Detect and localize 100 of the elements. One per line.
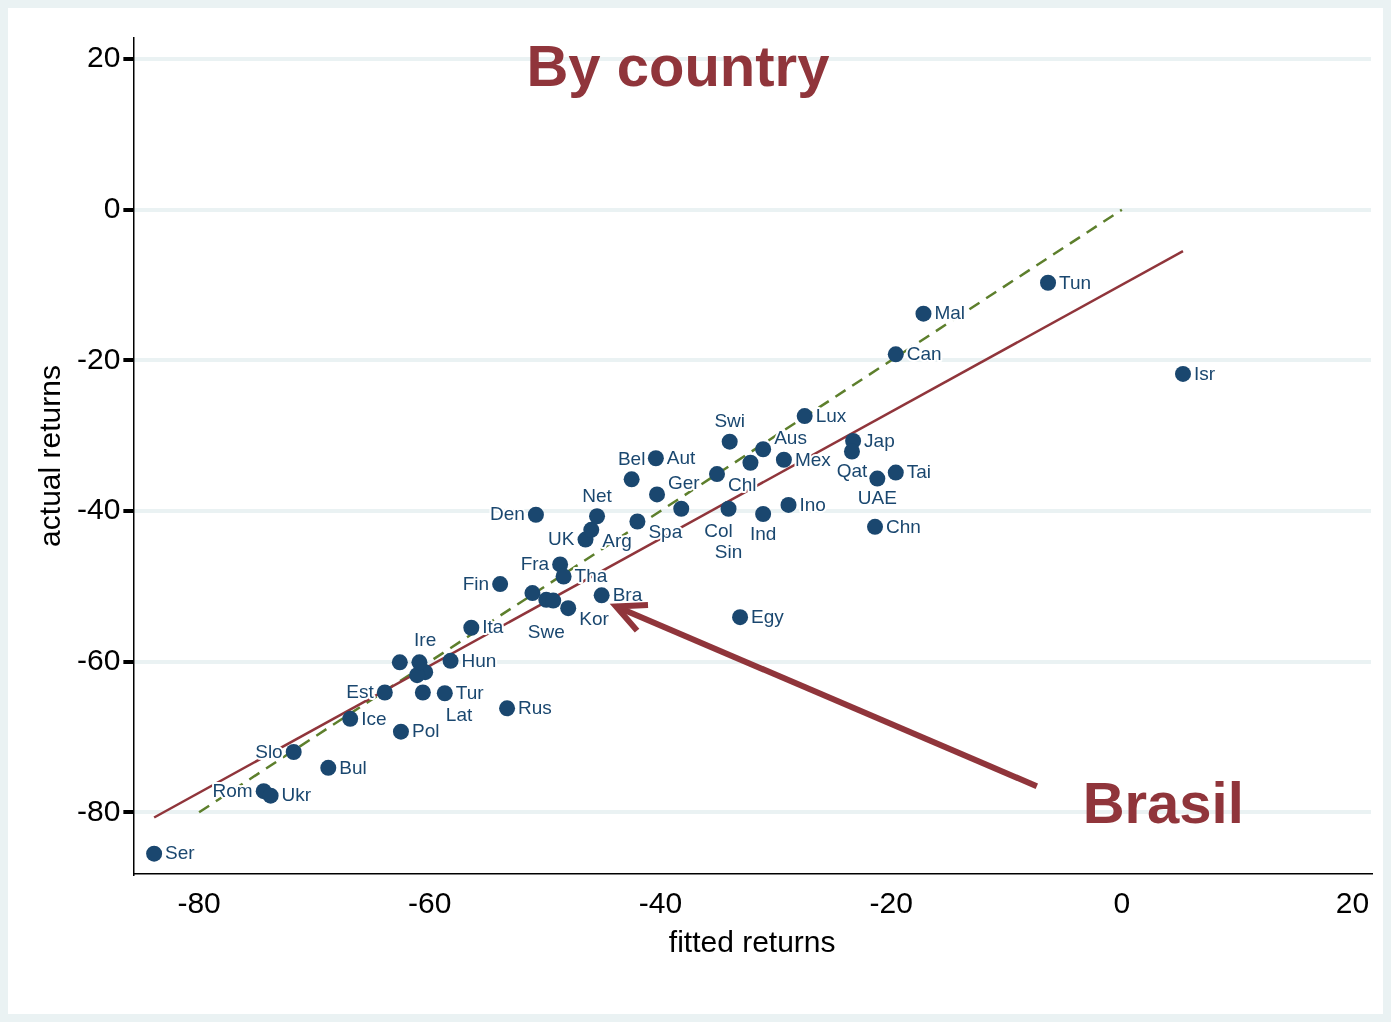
point — [867, 518, 884, 535]
point — [780, 496, 797, 513]
x-tick-label: -40 — [638, 886, 683, 920]
y-tick-label: -40 — [77, 492, 121, 526]
point — [320, 759, 337, 776]
point — [796, 408, 813, 425]
annotation: Bel — [617, 448, 646, 470]
annotation: Pol — [411, 720, 440, 742]
annotation: UAE — [857, 487, 897, 509]
y-axis-title: actual returns — [33, 365, 67, 547]
point — [709, 466, 725, 483]
annotation: Tun — [1059, 271, 1092, 293]
point — [560, 600, 577, 617]
annotation: Sin — [714, 541, 743, 563]
annotation: Bra — [612, 584, 643, 606]
point — [721, 433, 738, 450]
point — [262, 787, 279, 804]
annotation: Mal — [934, 302, 966, 324]
point — [555, 568, 572, 585]
annotation: Egy — [751, 605, 785, 627]
x-tick-label: -60 — [408, 886, 452, 920]
point — [775, 451, 792, 468]
point — [409, 667, 426, 684]
y-tick-label: -20 — [77, 341, 121, 375]
point — [499, 700, 516, 717]
point — [887, 346, 904, 363]
point — [285, 743, 302, 760]
point — [414, 684, 431, 701]
annotation: Bul — [339, 756, 367, 778]
y-tick-label: -80 — [77, 793, 121, 827]
point — [843, 443, 860, 460]
x-axis-title: fitted returns — [668, 925, 836, 959]
point — [629, 513, 646, 530]
annotation: Ice — [361, 707, 387, 729]
point — [436, 685, 453, 702]
annotation: Isr — [1193, 362, 1216, 384]
annotation: Ino — [799, 493, 826, 515]
annotation: Ind — [749, 522, 777, 544]
y-tick-label: -60 — [77, 642, 121, 676]
x-tick-label: 0 — [1113, 886, 1131, 920]
annotation: Ger — [668, 472, 701, 494]
annotation: Chn — [886, 515, 921, 537]
annotation: Fra — [520, 553, 550, 575]
annotation: Ire — [414, 628, 437, 650]
y-tick-label: 0 — [103, 190, 121, 224]
point — [869, 470, 886, 487]
annotation: Aus — [774, 426, 807, 448]
annotation: Tur — [455, 681, 485, 703]
point — [887, 464, 904, 481]
annotation: Lux — [815, 404, 847, 426]
annotation: Ukr — [281, 784, 312, 806]
point — [649, 486, 666, 503]
annotation: Est — [346, 681, 375, 703]
point — [755, 505, 772, 522]
point — [442, 652, 459, 669]
point — [593, 587, 610, 604]
annotation: Can — [906, 343, 942, 365]
x-tick-label: -80 — [177, 886, 221, 920]
annotation: Qat — [836, 460, 868, 482]
chart-title: By country — [526, 33, 830, 98]
annotation: Net — [582, 484, 613, 506]
point — [463, 619, 480, 636]
point — [392, 723, 409, 740]
annotation: Ser — [165, 842, 196, 864]
point — [589, 508, 606, 525]
annotation: Rus — [518, 697, 552, 719]
point — [391, 654, 408, 671]
annotation: Lat — [445, 704, 474, 726]
point — [342, 710, 359, 727]
point — [583, 521, 600, 538]
point — [623, 471, 640, 488]
point — [1040, 274, 1057, 291]
point — [732, 609, 749, 626]
point — [673, 500, 690, 517]
point — [720, 500, 737, 517]
annotation: Swi — [714, 410, 746, 432]
point — [1174, 365, 1191, 382]
annotation: Fin — [462, 572, 490, 594]
annotation: Swe — [527, 620, 565, 642]
point — [755, 441, 772, 458]
annotation: Kor — [579, 607, 610, 629]
annotation: Tai — [906, 461, 932, 483]
annotation: Jap — [864, 429, 895, 451]
point — [146, 845, 163, 862]
annotation: UK — [548, 528, 575, 550]
point — [647, 450, 664, 467]
point — [524, 585, 541, 602]
annotation: Hun — [461, 649, 497, 671]
annotation: Chl — [728, 473, 757, 495]
annotation: Aut — [666, 446, 697, 468]
annotation: Rom — [212, 779, 253, 801]
annotation: Col — [704, 520, 733, 542]
point — [742, 454, 759, 471]
annotation: Den — [490, 503, 525, 525]
annotation: Arg — [602, 529, 632, 551]
x-tick-label: -20 — [869, 886, 913, 920]
x-tick-label: 20 — [1335, 886, 1370, 920]
point — [492, 576, 509, 593]
point — [376, 684, 393, 701]
point — [915, 305, 932, 322]
